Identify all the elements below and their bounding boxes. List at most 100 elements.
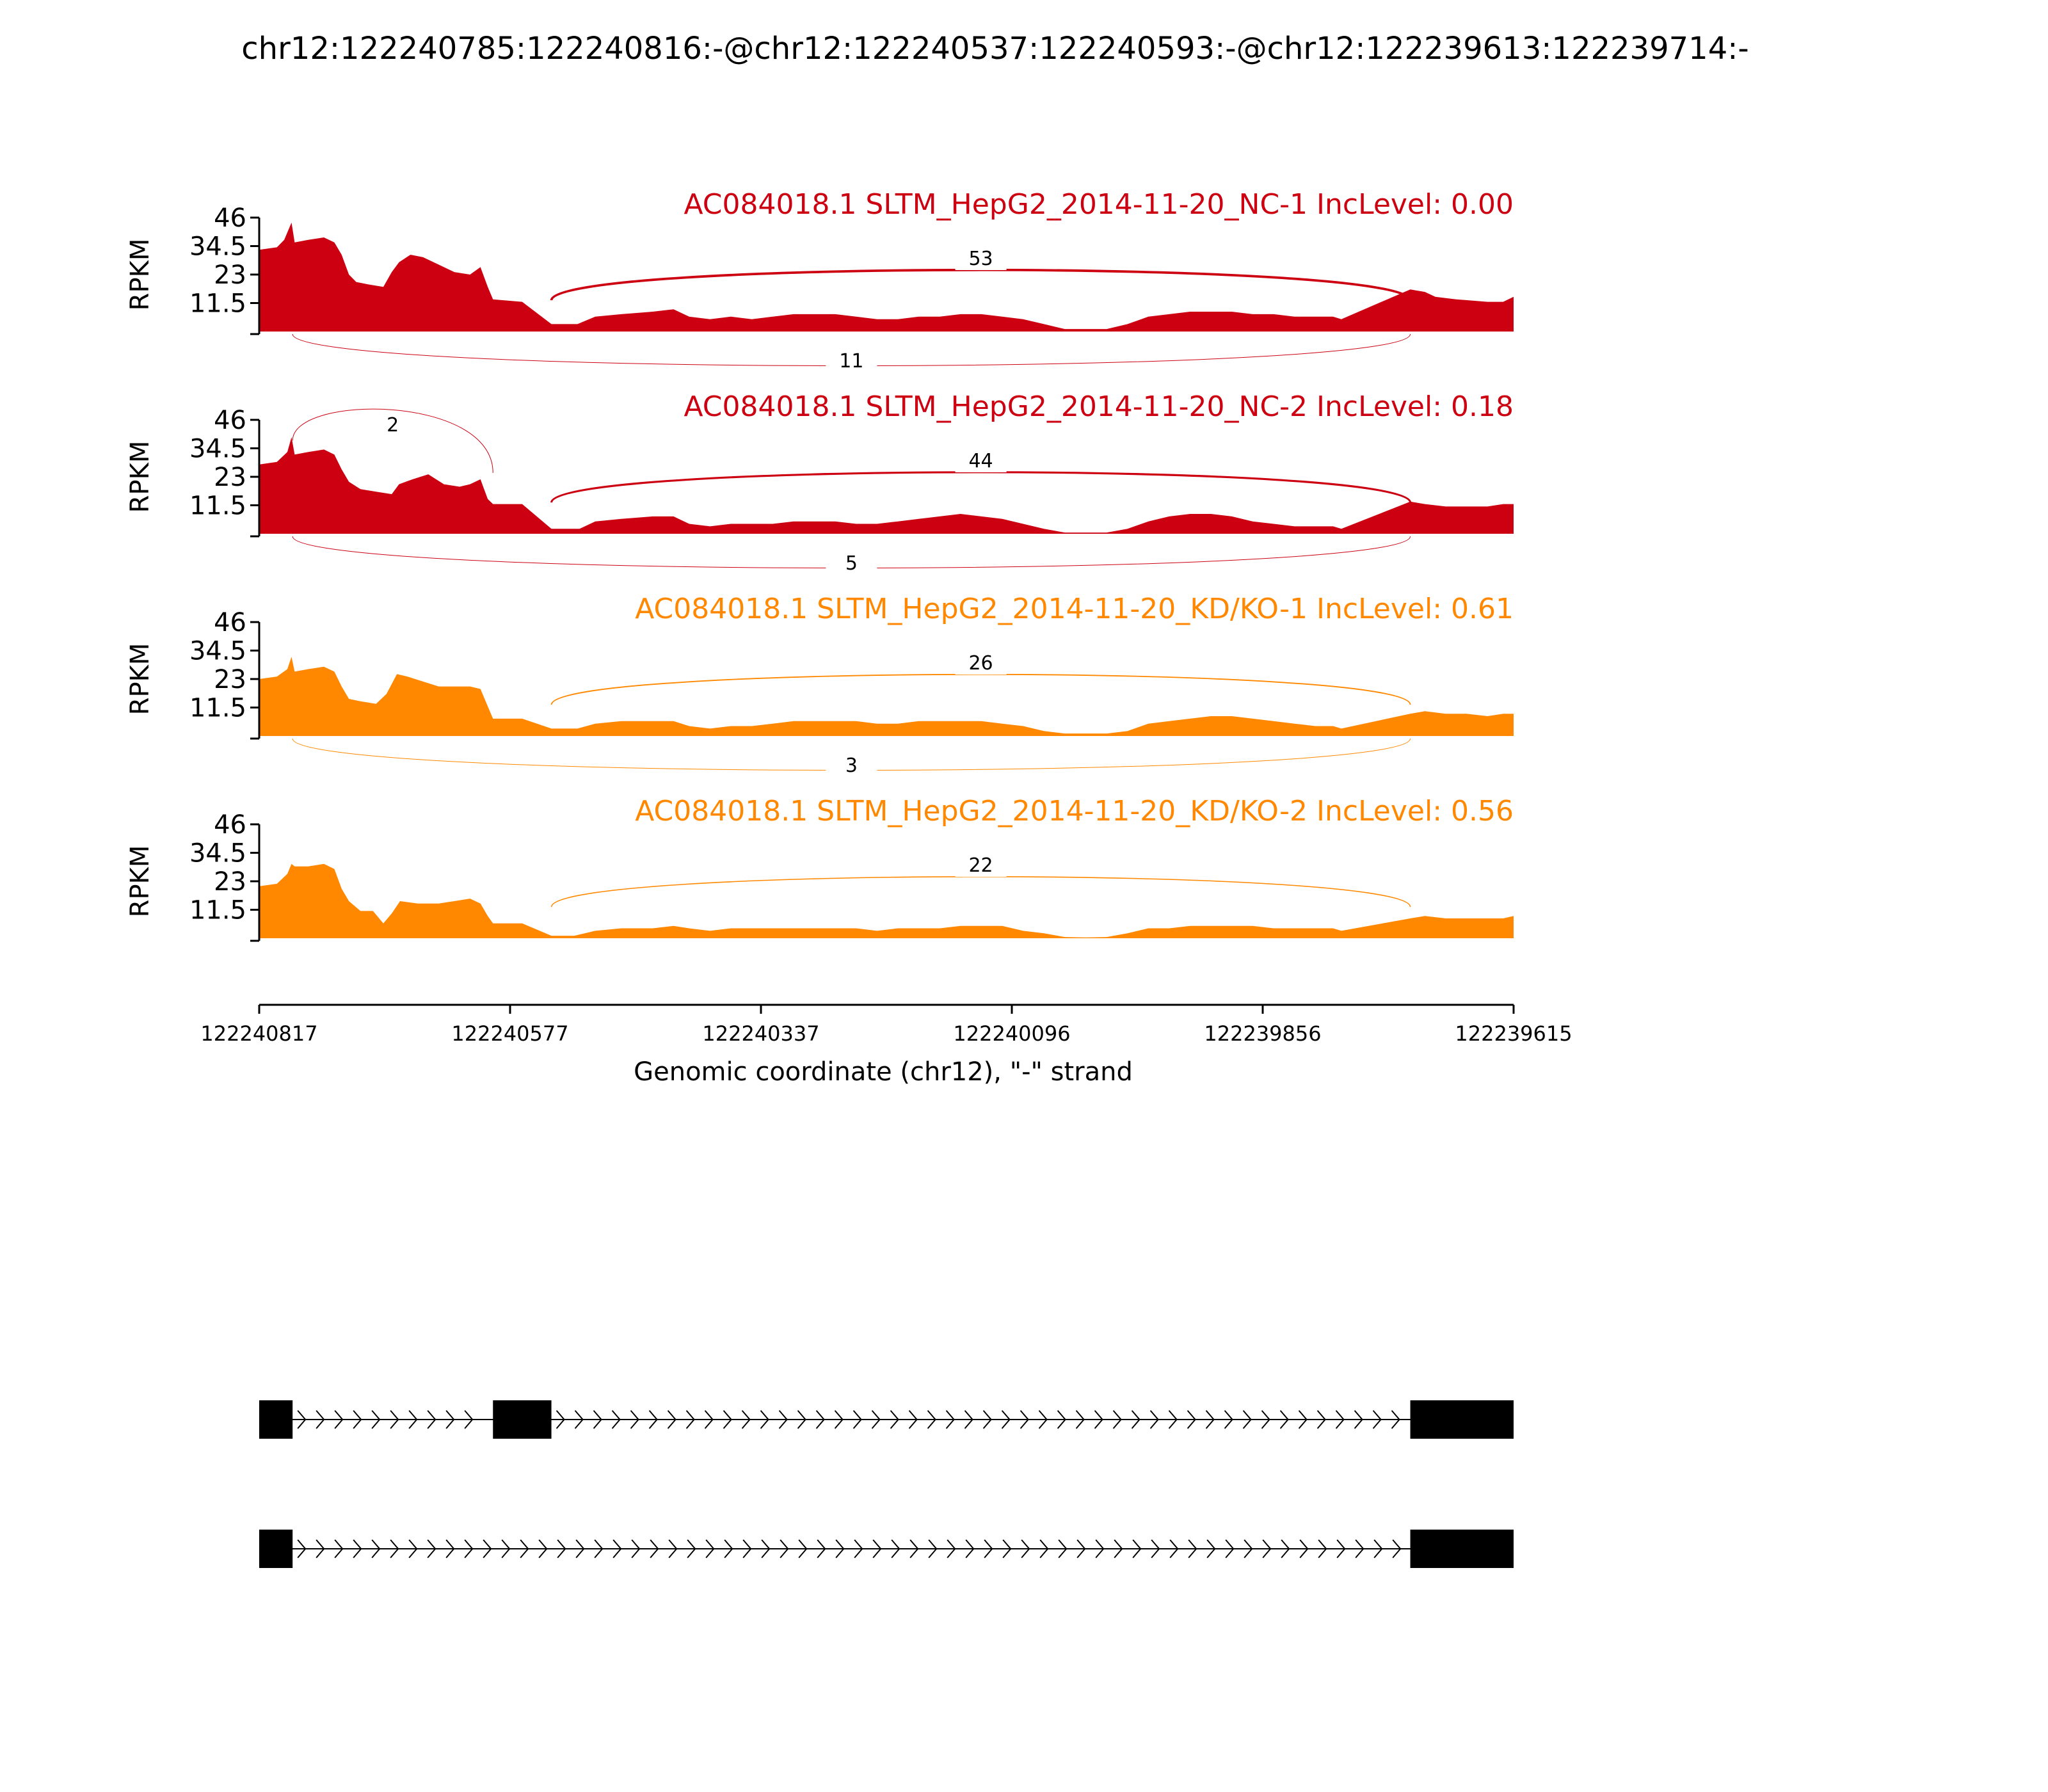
strand-chevron (1112, 1410, 1122, 1429)
strand-chevron (1392, 1539, 1402, 1558)
y-tick-label: 11.5 (189, 492, 246, 521)
y-axis-label: RPKM (125, 441, 155, 513)
junction-label-bg (826, 349, 877, 372)
strand-chevron (1095, 1539, 1105, 1558)
strand-chevron (1094, 1410, 1103, 1429)
strand-chevron (685, 1410, 695, 1429)
strand-chevron (1002, 1539, 1012, 1558)
figure-title: chr12:122240785:122240816:-@chr12:122240… (241, 31, 1749, 67)
x-tick-label: 122239615 (1455, 1021, 1572, 1046)
strand-chevron (316, 1410, 325, 1429)
strand-chevron (872, 1539, 882, 1558)
x-axis: 122240817 122240577 122240337 122240096 1222… (200, 1004, 1572, 1046)
strand-chevron (1373, 1539, 1383, 1558)
strand-chevron (1187, 1410, 1196, 1429)
strand-chevron (1335, 1410, 1345, 1429)
transcript-models (259, 1400, 1514, 1568)
strand-chevron (834, 1410, 844, 1429)
strand-chevron (334, 1539, 344, 1558)
strand-chevron (982, 1410, 992, 1429)
strand-chevron (427, 1410, 436, 1429)
strand-chevron (1188, 1539, 1197, 1558)
y-axis-label: RPKM (125, 239, 155, 311)
y-tick-label: 46 (214, 608, 246, 637)
junction-count: 2 (387, 414, 399, 436)
y-tick-label: 11.5 (189, 896, 246, 925)
strand-chevron (1261, 1410, 1270, 1429)
strand-chevron (390, 1410, 399, 1429)
strand-chevron (1151, 1539, 1160, 1558)
y-axis-label: RPKM (125, 643, 155, 716)
strand-chevron (1075, 1410, 1085, 1429)
strand-chevron (741, 1410, 751, 1429)
junction-label-bg (826, 754, 877, 777)
exon-block (259, 1530, 293, 1568)
strand-chevron (835, 1539, 845, 1558)
strand-chevron (650, 1539, 659, 1558)
coverage-area (259, 437, 1514, 534)
strand-chevron (1372, 1410, 1382, 1429)
strand-chevron (1391, 1410, 1400, 1429)
strand-chevron (1132, 1539, 1142, 1558)
junction-count: 26 (968, 652, 993, 675)
strand-chevron (1057, 1410, 1066, 1429)
strand-chevron (483, 1539, 492, 1558)
strand-chevron (1038, 1410, 1048, 1429)
y-tick-label: 23 (214, 463, 246, 492)
x-axis-label: Genomic coordinate (chr12), "-" strand (634, 1057, 1133, 1087)
strand-chevron (687, 1539, 696, 1558)
strand-chevron (780, 1539, 789, 1558)
strand-chevron (408, 1410, 418, 1429)
strand-chevron (1281, 1539, 1290, 1558)
strand-chevron (797, 1410, 806, 1429)
x-tick-label: 122240096 (953, 1021, 1070, 1046)
junction-count: 22 (968, 854, 993, 877)
strand-chevron (724, 1539, 733, 1558)
strand-chevron (445, 1539, 455, 1558)
track-label: AC084018.1 SLTM_HepG2_2014-11-20_KD/KO-1… (635, 593, 1514, 625)
junction-count: 44 (968, 450, 993, 472)
strand-chevron (464, 1539, 474, 1558)
strand-chevron (723, 1410, 732, 1429)
strand-chevron (1039, 1539, 1049, 1558)
strand-chevron (594, 1539, 604, 1558)
junction-count: 53 (968, 248, 993, 270)
strand-chevron (612, 1539, 622, 1558)
strand-chevron (778, 1410, 788, 1429)
y-tick-label: 23 (214, 665, 246, 694)
strand-chevron (1355, 1539, 1364, 1558)
strand-chevron (984, 1539, 993, 1558)
strand-chevron (1299, 1539, 1309, 1558)
strand-chevron (520, 1539, 529, 1558)
strand-chevron (334, 1410, 344, 1429)
strand-chevron (891, 1539, 900, 1558)
strand-chevron (297, 1410, 307, 1429)
strand-chevron (1076, 1539, 1086, 1558)
strand-chevron (353, 1539, 362, 1558)
exon-block (493, 1400, 552, 1439)
strand-chevron (1131, 1410, 1140, 1429)
junction-arc (550, 876, 1411, 908)
y-axis-label: RPKM (125, 845, 155, 918)
strand-chevron (1262, 1539, 1272, 1558)
strand-chevron (667, 1410, 676, 1429)
strand-chevron (574, 1410, 584, 1429)
strand-chevron (1020, 1410, 1029, 1429)
strand-chevron (964, 1410, 973, 1429)
strand-chevron (1225, 1539, 1235, 1558)
strand-chevron (1001, 1410, 1011, 1429)
coverage-area (259, 657, 1514, 736)
y-tick-label: 46 (214, 204, 246, 233)
strand-chevron (909, 1539, 919, 1558)
coverage-area (259, 863, 1514, 938)
transcript-2 (259, 1530, 1514, 1568)
junction-label-bg (955, 854, 1007, 877)
strand-chevron (611, 1410, 621, 1429)
strand-chevron (556, 1410, 565, 1429)
junction-label-bg (367, 413, 419, 436)
strand-chevron (965, 1539, 975, 1558)
strand-chevron (501, 1539, 511, 1558)
junction-arc (550, 673, 1411, 705)
strand-chevron (353, 1410, 362, 1429)
